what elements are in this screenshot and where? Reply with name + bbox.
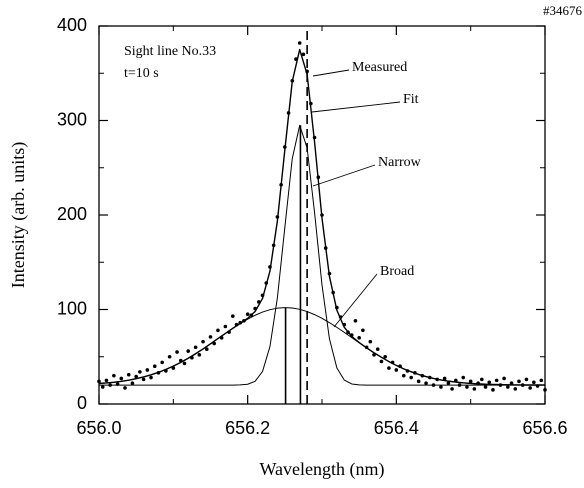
data-point bbox=[245, 312, 250, 317]
series-label: Narrow bbox=[378, 155, 422, 170]
x-tick-label: 656.6 bbox=[522, 418, 567, 438]
data-point bbox=[112, 373, 116, 378]
series-label: Fit bbox=[403, 92, 419, 107]
data-point bbox=[424, 381, 428, 386]
data-point bbox=[383, 354, 387, 359]
y-tick-label: 200 bbox=[57, 204, 87, 224]
data-point bbox=[539, 378, 544, 383]
data-point bbox=[134, 374, 138, 379]
data-point bbox=[468, 379, 473, 384]
data-point bbox=[193, 345, 198, 350]
x-tick-label: 656.0 bbox=[76, 418, 121, 438]
data-point bbox=[182, 361, 187, 366]
data-point bbox=[387, 366, 391, 370]
y-tick-label: 400 bbox=[57, 15, 87, 35]
data-point bbox=[461, 375, 466, 380]
x-tick-label: 656.2 bbox=[225, 418, 270, 438]
data-point bbox=[141, 377, 146, 382]
data-point bbox=[119, 376, 124, 381]
data-point bbox=[483, 385, 488, 389]
data-point bbox=[130, 381, 135, 386]
leader-line bbox=[312, 69, 350, 77]
data-point bbox=[138, 370, 142, 374]
data-point bbox=[368, 339, 373, 344]
data-point bbox=[231, 314, 235, 318]
data-point bbox=[532, 380, 536, 385]
data-point bbox=[204, 347, 209, 351]
y-tick-label: 300 bbox=[57, 109, 87, 129]
data-point bbox=[509, 381, 514, 386]
data-point bbox=[480, 377, 484, 382]
data-point bbox=[104, 378, 109, 383]
leader-line bbox=[312, 164, 376, 187]
annotation: Sight line No.33 bbox=[124, 44, 216, 59]
data-point bbox=[126, 372, 131, 377]
data-point bbox=[223, 324, 228, 329]
data-point bbox=[357, 336, 361, 340]
data-point bbox=[145, 368, 150, 372]
data-point bbox=[379, 359, 384, 364]
y-tick-label: 100 bbox=[57, 298, 87, 318]
curve bbox=[98, 307, 545, 386]
series-label: Broad bbox=[380, 264, 414, 279]
data-point bbox=[394, 368, 399, 372]
data-point bbox=[216, 328, 220, 333]
data-point bbox=[409, 375, 414, 380]
data-point bbox=[301, 52, 306, 57]
data-point bbox=[491, 388, 495, 392]
data-point bbox=[201, 339, 205, 344]
data-point bbox=[439, 385, 443, 389]
series-label: Measured bbox=[352, 60, 407, 75]
data-point bbox=[502, 376, 506, 381]
data-point bbox=[450, 387, 454, 391]
x-tick-label: 656.4 bbox=[374, 418, 419, 438]
data-point bbox=[175, 350, 179, 354]
shot-number: #34676 bbox=[543, 3, 583, 18]
data-point bbox=[446, 381, 451, 386]
data-point bbox=[100, 385, 105, 389]
data-point bbox=[472, 387, 477, 391]
data-point bbox=[297, 41, 302, 45]
data-point bbox=[416, 379, 421, 384]
data-point bbox=[528, 386, 532, 390]
data-point bbox=[353, 319, 358, 323]
data-point bbox=[442, 376, 447, 381]
data-point bbox=[487, 380, 492, 385]
data-point bbox=[513, 387, 518, 391]
data-point bbox=[149, 375, 153, 380]
data-point bbox=[123, 386, 127, 390]
data-point bbox=[465, 385, 469, 389]
data-point bbox=[152, 364, 157, 369]
data-point bbox=[160, 360, 164, 365]
annotation: t=10 s bbox=[124, 66, 159, 81]
data-point bbox=[401, 373, 406, 378]
curve bbox=[98, 48, 545, 386]
data-point bbox=[186, 349, 190, 353]
data-point bbox=[375, 347, 380, 351]
data-point bbox=[506, 385, 510, 389]
data-point bbox=[517, 379, 521, 384]
leader-line bbox=[311, 101, 401, 113]
data-point bbox=[361, 328, 365, 333]
curve bbox=[99, 124, 545, 386]
y-tick-label: 0 bbox=[77, 393, 87, 413]
x-axis-title: Wavelength (nm) bbox=[259, 459, 384, 480]
data-point bbox=[97, 379, 101, 384]
leader-line bbox=[333, 273, 378, 328]
y-axis-title: Intensity (arb. units) bbox=[8, 142, 29, 288]
data-point bbox=[543, 388, 547, 392]
data-point bbox=[208, 335, 213, 339]
data-point bbox=[524, 377, 529, 382]
data-point bbox=[494, 378, 499, 383]
data-point bbox=[167, 354, 172, 359]
data-point bbox=[197, 353, 202, 357]
